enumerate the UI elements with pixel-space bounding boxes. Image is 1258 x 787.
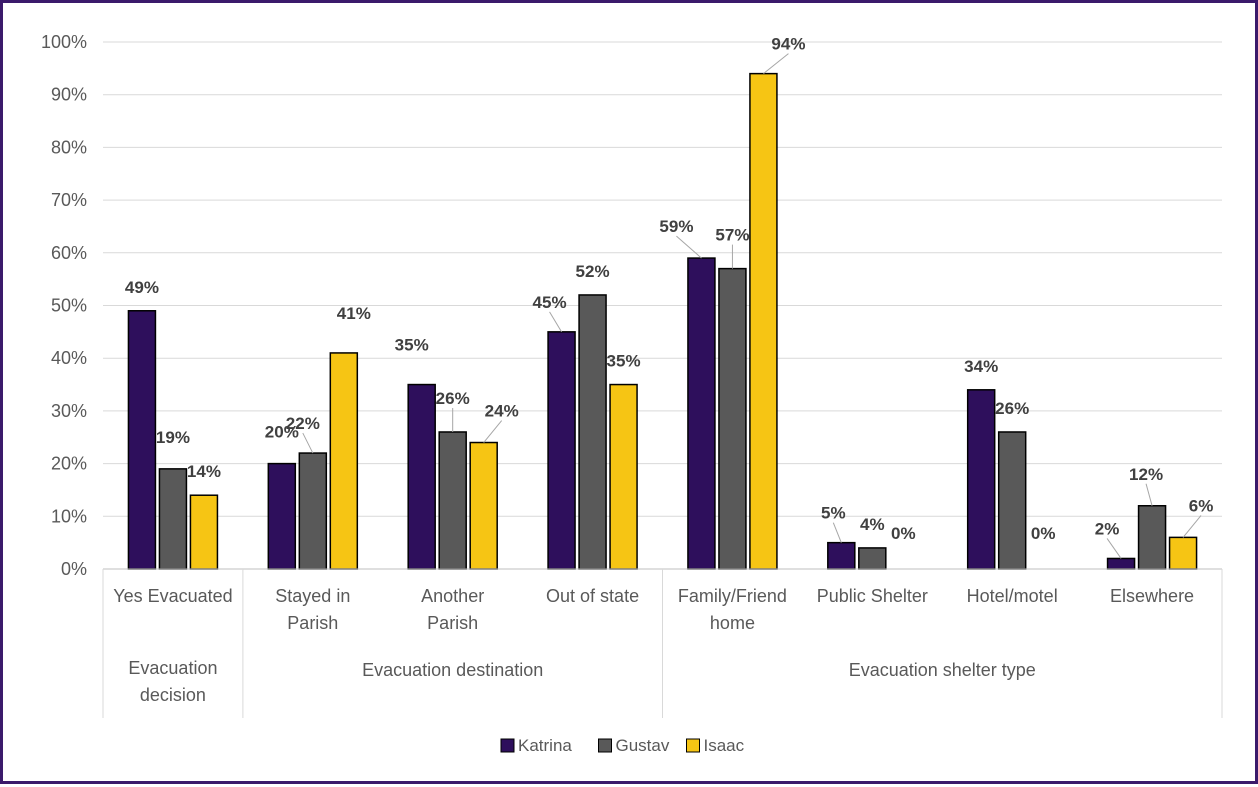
legend-swatch-katrina <box>500 738 515 753</box>
bar-isaac <box>189 494 219 570</box>
data-label: 49% <box>125 278 159 297</box>
bar-gustav <box>578 294 607 570</box>
legend-label-gustav: Gustav <box>616 736 670 755</box>
x-tick-label: Public Shelter <box>817 586 928 606</box>
x-tick-label: Parish <box>427 613 478 633</box>
data-label: 0% <box>891 524 916 543</box>
leader-line <box>763 53 789 75</box>
data-label: 4% <box>860 515 885 534</box>
data-label: 35% <box>607 352 641 371</box>
leader-line <box>832 522 842 543</box>
x-tick-label: Out of state <box>546 586 639 606</box>
data-label: 41% <box>337 304 371 323</box>
legend-swatch-isaac <box>686 738 700 753</box>
y-tick-label: 10% <box>51 506 87 526</box>
bar-katrina <box>827 541 856 570</box>
y-tick-label: 70% <box>51 190 87 210</box>
y-tick-label: 100% <box>41 32 87 52</box>
bar-gustav <box>718 267 747 570</box>
y-tick-label: 30% <box>51 401 87 421</box>
bar-isaac <box>1168 536 1198 570</box>
x-tick-label: Family/Friend <box>678 586 787 606</box>
data-label: 26% <box>995 399 1029 418</box>
x-tick-label: Hotel/motel <box>967 586 1058 606</box>
bar-katrina <box>127 310 157 570</box>
data-label: 12% <box>1129 465 1163 484</box>
bar-isaac <box>469 441 498 570</box>
bar-gustav <box>997 431 1027 570</box>
data-label: 52% <box>576 262 610 281</box>
x-tick-label: Another <box>421 586 484 606</box>
bar-katrina <box>547 331 576 570</box>
bar-isaac <box>329 352 359 570</box>
x-tick-label: Elsewhere <box>1110 586 1194 606</box>
data-label: 20% <box>265 423 299 442</box>
leader-line <box>302 432 314 454</box>
data-label: 94% <box>771 35 805 54</box>
y-tick-label: 40% <box>51 348 87 368</box>
leader-line <box>1182 515 1202 538</box>
data-label: 0% <box>1031 524 1056 543</box>
leader-line <box>483 420 503 443</box>
x-tick-label: Parish <box>287 613 338 633</box>
bar-katrina <box>687 257 716 570</box>
bar-chart: 0% 10% 20% 30% 40% 50% 60% 70% 80% 90% 100% 49% 20% 3… <box>41 32 1223 755</box>
bar-gustav <box>298 452 328 570</box>
y-tick-label: 60% <box>51 243 87 263</box>
leader-line <box>676 235 702 259</box>
data-label: 34% <box>964 357 998 376</box>
data-label: 6% <box>1189 496 1214 515</box>
x-tick-label: Yes Evacuated <box>113 586 232 606</box>
bar-katrina <box>1106 557 1136 570</box>
bar-katrina <box>407 383 436 570</box>
data-label: 26% <box>436 389 470 408</box>
data-label: 5% <box>821 504 846 523</box>
y-tick-label: 50% <box>51 296 87 316</box>
group-label: Evacuation <box>128 658 217 678</box>
group-label: decision <box>140 685 206 705</box>
bar-katrina <box>966 389 996 570</box>
bar-gustav <box>158 468 188 570</box>
legend-swatch-gustav <box>598 738 612 753</box>
data-label: 59% <box>659 217 693 236</box>
data-label: 14% <box>187 462 221 481</box>
group-label: Evacuation shelter type <box>849 660 1036 680</box>
leader-line <box>549 311 562 333</box>
bar-gustav <box>438 431 467 570</box>
group-label: Evacuation destination <box>362 660 543 680</box>
y-tick-label: 20% <box>51 454 87 474</box>
data-label: 57% <box>715 226 749 245</box>
y-tick-label: 0% <box>61 559 87 579</box>
data-label: 35% <box>395 336 429 355</box>
legend-label-isaac: Isaac <box>704 736 745 755</box>
data-label: 22% <box>286 414 320 433</box>
legend-label-katrina: Katrina <box>518 736 572 755</box>
y-tick-label: 90% <box>51 85 87 105</box>
x-tick-label: Stayed in <box>275 586 350 606</box>
data-label: 19% <box>156 428 190 447</box>
leader-line <box>1106 538 1122 559</box>
bar-katrina <box>267 462 297 570</box>
bar-gustav <box>858 547 887 570</box>
bar-isaac <box>609 383 638 570</box>
data-label: 45% <box>533 293 567 312</box>
y-tick-label: 80% <box>51 137 87 157</box>
x-tick-label: home <box>710 613 755 633</box>
leader-line <box>1145 483 1153 506</box>
bar-gustav <box>1137 505 1167 570</box>
data-label: 24% <box>485 402 519 421</box>
bar-isaac <box>749 72 778 570</box>
data-label: 2% <box>1095 519 1120 538</box>
